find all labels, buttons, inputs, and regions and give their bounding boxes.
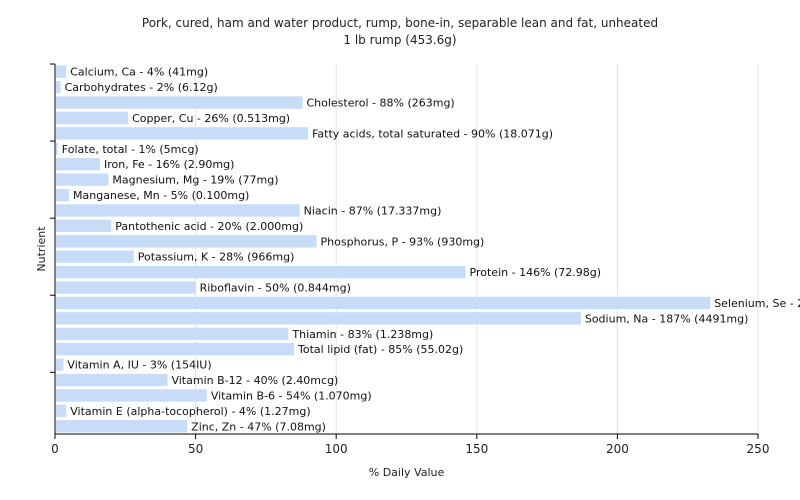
bar-label: Calcium, Ca - 4% (41mg) [70,66,208,79]
bar-label: Riboflavin - 50% (0.844mg) [200,282,351,295]
bar-label: Selenium, Se - 233% (163.3mcg) [714,297,800,310]
bar-label: Pantothenic acid - 20% (2.000mg) [115,220,303,233]
bar [56,296,711,310]
bar-label: Phosphorus, P - 93% (930mg) [321,235,485,248]
bar [56,204,300,217]
bar [56,188,70,202]
x-tick-label: 100 [325,442,348,456]
bar [56,80,61,94]
bar-label: Iron, Fe - 16% (2.90mg) [104,158,234,171]
bar [56,281,196,294]
bar-label: Vitamin B-6 - 54% (1.070mg) [211,389,372,402]
bar [56,373,168,387]
bar [56,358,64,371]
bar [56,343,295,356]
bar [56,312,581,325]
x-tick-label: 0 [51,442,59,456]
bar-label: Thiamin - 83% (1.238mg) [291,328,433,341]
bar-label: Magnesium, Mg - 19% (77mg) [112,174,278,187]
bar-label: Folate, total - 1% (5mcg) [62,143,199,156]
bar [56,158,100,171]
bar-label: Niacin - 87% (17.337mg) [304,204,442,217]
x-tick-label: 250 [747,442,770,456]
x-tick-label: 50 [188,442,203,456]
bar-label: Cholesterol - 88% (263mg) [306,97,454,110]
chart-subtitle: 1 lb rump (453.6g) [343,33,457,47]
bar [56,96,303,109]
x-axis-label: % Daily Value [369,466,445,479]
bar-label: Zinc, Zn - 47% (7.08mg) [191,420,326,433]
chart-title: Pork, cured, ham and water product, rump… [141,16,659,30]
bar [56,265,466,279]
bar-label: Carbohydrates - 2% (6.12g) [65,81,218,94]
bar [56,235,317,248]
bar-label: Potassium, K - 28% (966mg) [138,251,295,264]
bar [56,420,188,433]
bar [56,389,207,402]
bar-label: Vitamin B-12 - 40% (2.40mcg) [171,374,338,387]
bar [56,327,289,340]
bar-label: Manganese, Mn - 5% (0.100mg) [73,189,249,202]
bar [56,142,58,155]
bar [56,111,129,125]
bar [56,65,67,78]
x-tick-label: 150 [465,442,488,456]
bar [56,219,112,233]
bar [56,250,134,263]
bar-label: Total lipid (fat) - 85% (55.02g) [297,343,463,356]
bar [56,404,67,418]
bar-label: Copper, Cu - 26% (0.513mg) [132,112,290,125]
bar-label: Vitamin A, IU - 3% (154IU) [67,359,211,372]
y-axis-label: Nutrient [35,226,48,272]
bar-label: Vitamin E (alpha-tocopherol) - 4% (1.27m… [70,405,310,418]
x-tick-label: 200 [606,442,629,456]
bar-label: Fatty acids, total saturated - 90% (18.0… [312,127,553,140]
bar-label: Protein - 146% (72.98g) [470,266,602,279]
bar [56,173,109,186]
bar [56,127,309,140]
bar-label: Sodium, Na - 187% (4491mg) [585,312,749,325]
